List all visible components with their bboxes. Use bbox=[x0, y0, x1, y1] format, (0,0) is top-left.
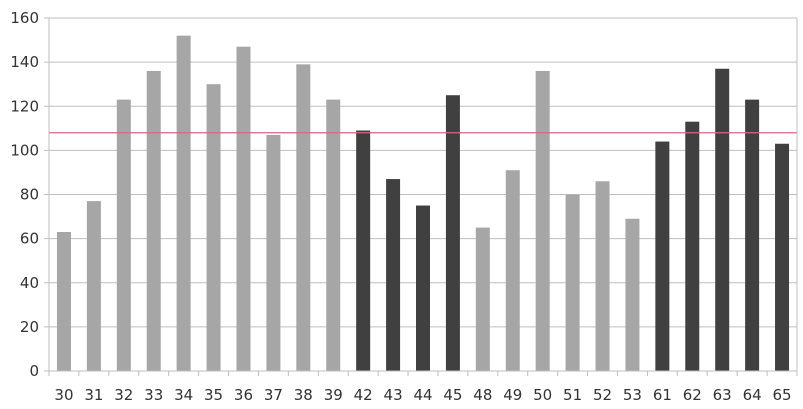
bar-50 bbox=[535, 70, 550, 371]
x-tick-label: 51 bbox=[563, 386, 582, 404]
bar-65 bbox=[775, 143, 790, 371]
x-tick-label: 43 bbox=[384, 386, 403, 404]
x-tick-label: 61 bbox=[653, 386, 672, 404]
x-tick-label: 33 bbox=[144, 386, 163, 404]
x-tick-label: 30 bbox=[54, 386, 73, 404]
x-tick-label: 48 bbox=[473, 386, 492, 404]
bar-44 bbox=[416, 205, 430, 371]
y-tick-label: 120 bbox=[10, 97, 39, 115]
bar-43 bbox=[386, 179, 401, 371]
x-tick-label: 52 bbox=[593, 386, 612, 404]
bar-63 bbox=[715, 68, 730, 372]
x-tick-label: 38 bbox=[294, 386, 313, 404]
y-tick-labels: 0 20 40 60 80 100 120 140 160 bbox=[10, 9, 39, 380]
bar-32 bbox=[116, 99, 131, 371]
y-tick-label: 140 bbox=[10, 53, 39, 71]
y-tick-label: 160 bbox=[10, 9, 39, 27]
bar-64 bbox=[745, 99, 760, 371]
y-tick-label: 0 bbox=[29, 362, 39, 380]
x-tick-label: 34 bbox=[174, 386, 193, 404]
bar-45 bbox=[445, 95, 460, 371]
x-tick-label: 50 bbox=[533, 386, 552, 404]
bar-35 bbox=[206, 84, 221, 371]
bar-31 bbox=[86, 201, 101, 371]
bar-30 bbox=[56, 232, 71, 371]
x-tick-label: 64 bbox=[743, 386, 762, 404]
bar-42 bbox=[356, 130, 371, 371]
x-tick-label: 42 bbox=[354, 386, 373, 404]
x-tick-label: 65 bbox=[772, 386, 791, 404]
x-tick-label: 45 bbox=[443, 386, 462, 404]
x-tick-labels: 30 31 32 33 34 35 36 37 38 39 42 43 44 45 48 49 50 51 52 53… bbox=[54, 386, 791, 404]
y-tick-label: 100 bbox=[10, 141, 39, 159]
bar-61 bbox=[655, 141, 670, 371]
bar-34 bbox=[176, 35, 191, 372]
bar-37 bbox=[266, 134, 281, 371]
x-tick-label: 37 bbox=[264, 386, 283, 404]
x-tick-label: 39 bbox=[324, 386, 343, 404]
bar-39 bbox=[326, 99, 341, 371]
bar-36 bbox=[236, 46, 251, 372]
x-tick-label: 53 bbox=[623, 386, 642, 404]
axis-layer bbox=[44, 17, 798, 376]
y-tick-label: 20 bbox=[20, 318, 39, 336]
y-tick-label: 60 bbox=[20, 230, 39, 248]
bars-layer bbox=[56, 35, 790, 372]
bar-49 bbox=[505, 170, 520, 371]
bar-53 bbox=[625, 218, 640, 371]
x-tick-label: 49 bbox=[503, 386, 522, 404]
bar-48 bbox=[475, 227, 490, 371]
bar-51 bbox=[565, 194, 580, 371]
x-tick-label: 36 bbox=[234, 386, 253, 404]
x-tick-label: 62 bbox=[683, 386, 702, 404]
y-tick-label: 40 bbox=[20, 274, 39, 292]
x-tick-label: 32 bbox=[114, 386, 133, 404]
y-tick-label: 80 bbox=[20, 186, 39, 204]
x-tick-label: 31 bbox=[84, 386, 103, 404]
x-tick-label: 35 bbox=[204, 386, 223, 404]
bar-33 bbox=[146, 70, 161, 371]
bar-38 bbox=[296, 64, 311, 372]
x-tick-label: 63 bbox=[713, 386, 732, 404]
x-tick-label: 44 bbox=[413, 386, 432, 404]
bar-62 bbox=[685, 121, 700, 371]
bar-52 bbox=[595, 181, 610, 371]
